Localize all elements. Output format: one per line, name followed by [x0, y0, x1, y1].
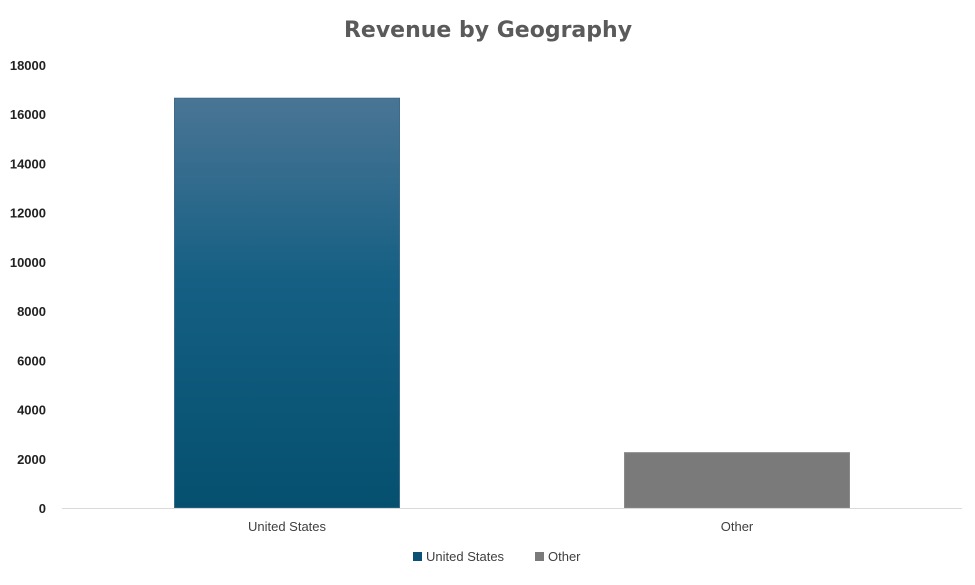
x-axis: United States Other: [248, 519, 754, 534]
legend-label: United States: [426, 549, 505, 564]
y-tick-label: 4000: [17, 403, 46, 418]
legend: United States Other: [413, 549, 581, 564]
y-tick-label: 10000: [10, 255, 46, 270]
y-tick-label: 2000: [17, 452, 46, 467]
y-tick-label: 18000: [10, 58, 46, 73]
y-tick-label: 14000: [10, 156, 46, 171]
legend-swatch-united-states: [413, 552, 422, 561]
bar-other: [624, 452, 850, 509]
legend-swatch-other: [535, 552, 544, 561]
y-tick-label: 6000: [17, 353, 46, 368]
x-tick-label: United States: [248, 519, 327, 534]
y-tick-label: 0: [39, 501, 46, 516]
y-tick-label: 8000: [17, 304, 46, 319]
bar-united-states: [174, 97, 400, 509]
y-axis: 0 2000 4000 6000 8000 10000 12000 14000 16000 180…: [10, 58, 46, 516]
chart-title: Revenue by Geography: [344, 18, 632, 43]
y-tick-label: 16000: [10, 107, 46, 122]
legend-label: Other: [548, 549, 581, 564]
y-tick-label: 12000: [10, 206, 46, 221]
bars-group: [174, 97, 850, 509]
x-tick-label: Other: [721, 519, 754, 534]
